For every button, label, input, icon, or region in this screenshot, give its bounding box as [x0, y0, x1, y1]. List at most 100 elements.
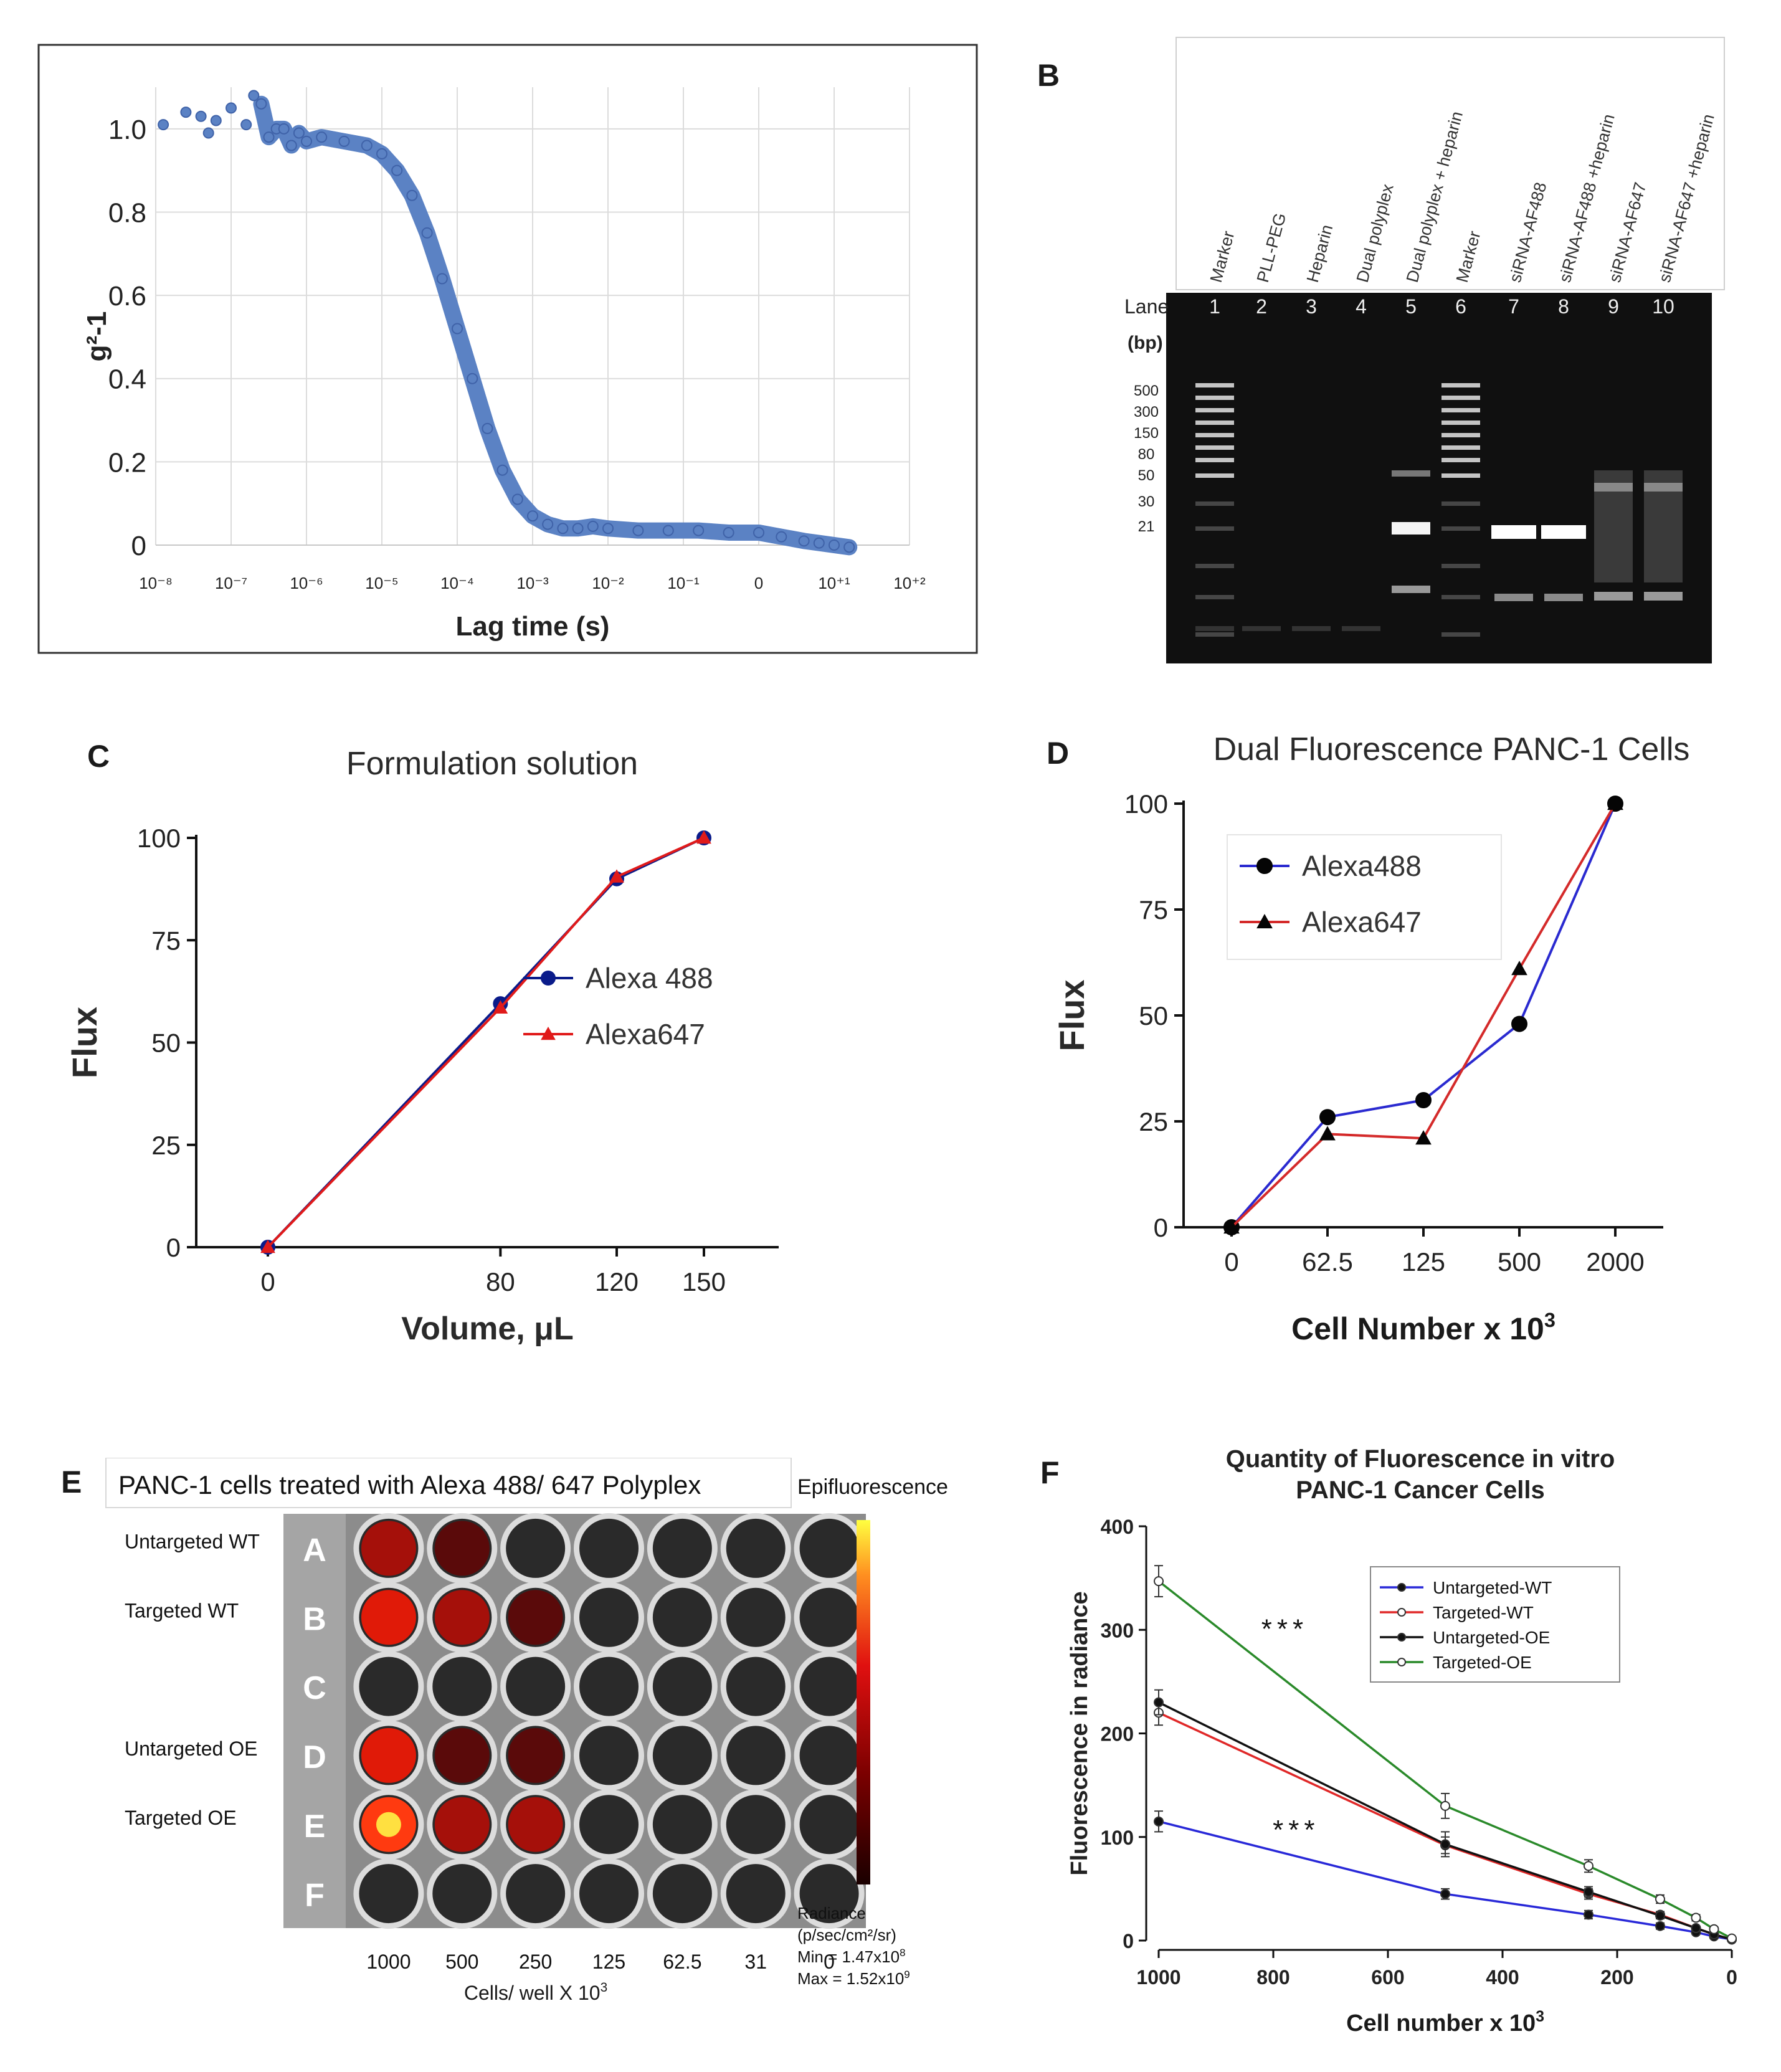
chart-a-y-tick-label: 0.6 [108, 281, 146, 311]
chart-a-frame [37, 44, 978, 654]
chart-c-legend-marker [541, 1026, 556, 1040]
gel-marker-band [1441, 433, 1480, 437]
chart-a-y-tick-label: 0.8 [108, 197, 146, 228]
plate-well-hotspot [376, 1812, 401, 1837]
chart-d-legend-marker [1256, 913, 1273, 929]
plate-column-label: 62.5 [663, 1951, 701, 1973]
plate-row-label: Untargeted WT [125, 1530, 260, 1552]
chart-f-data-point [1655, 1921, 1665, 1931]
colorbar-title: Epifluorescence [797, 1475, 948, 1499]
chart-f-title: Quantity of Fluorescence in vitro [1226, 1445, 1615, 1473]
chart-d: Dual Fluorescence PANC-1 Cells 0 25 50 75 100… [1052, 731, 1689, 1346]
chart-a-data-point [527, 510, 538, 522]
chart-f-data-point [1691, 1923, 1701, 1934]
plate-title-frame [105, 1458, 792, 1508]
gel-marker-band [1195, 564, 1234, 568]
gel-marker-band [1195, 421, 1234, 425]
panel-letter-d: D [1047, 736, 1070, 771]
gel-band-lane-5-upper [1392, 470, 1430, 477]
chart-c-legend-marker [541, 971, 556, 986]
chart-f-legend-marker [1397, 1633, 1406, 1642]
chart-a-data-point [572, 523, 584, 535]
chart-c-x-tick-label: 120 [595, 1267, 639, 1296]
gel-image: Marker PLL-PEG Heparin Dual polyplex Dual po… [1124, 37, 1725, 663]
plate-well-signal [434, 1727, 490, 1783]
chart-a-data-point [602, 523, 614, 535]
chart-d-data-point [1607, 795, 1623, 810]
chart-f-data-point [1709, 1924, 1719, 1934]
plate-title: PANC-1 cells treated with Alexa 488/ 647… [118, 1470, 701, 1499]
gel-marker-band [1441, 383, 1480, 387]
chart-f-y-tick-label: 400 [1101, 1516, 1134, 1538]
chart-f-data-point [1154, 1576, 1164, 1587]
chart-d-legend-frame [1227, 834, 1502, 960]
radiance-max: Max = 1.52x109 [797, 1969, 910, 1988]
plate-row-letter: B [303, 1601, 326, 1637]
plate-well [720, 1858, 791, 1929]
chart-a-data-point [391, 164, 403, 176]
chart-a-data-point [452, 323, 463, 335]
gel-band-sirna-main [1491, 525, 1536, 539]
plate-well [794, 1651, 865, 1722]
plate-well-signal [434, 1797, 490, 1852]
gel-marker-band [1441, 632, 1480, 637]
chart-a-data-point [829, 539, 840, 551]
plate-well [574, 1720, 644, 1791]
chart-d-data-point [1511, 1015, 1527, 1032]
gel-lane-title: Lane [1124, 295, 1169, 318]
chart-f-x-tick-label: 0 [1726, 1966, 1737, 1989]
plate-column-label: 125 [592, 1951, 625, 1973]
chart-c-y-tick-label: 100 [137, 824, 181, 853]
chart-f-data-point [1440, 1889, 1450, 1899]
chart-a-data-point [632, 525, 644, 536]
chart-a-data-point [240, 119, 252, 131]
plate-well [500, 1858, 571, 1929]
plate-well [647, 1513, 718, 1584]
plate-well [720, 1513, 791, 1584]
chart-a-data-point [467, 373, 478, 384]
chart-a-data-point [421, 227, 433, 239]
chart-a-y-tick-label: 0.4 [108, 364, 146, 395]
gel-lane-label: Marker [1453, 229, 1484, 285]
chart-f-y-tick-label: 100 [1101, 1827, 1134, 1849]
plate-column-label: 31 [744, 1951, 767, 1973]
gel-bp-marker-label: 500 [1134, 383, 1159, 399]
chart-f-y-tick-label: 300 [1101, 1619, 1134, 1642]
gel-marker-band [1195, 526, 1234, 531]
plate-column-label: 0 [824, 1951, 835, 1973]
plate-row-letter: C [303, 1670, 326, 1706]
plate-well-signal [508, 1590, 563, 1645]
plate-row-letter: E [304, 1808, 326, 1845]
gel-marker-band [1195, 408, 1234, 412]
plate-row-label: Targeted WT [125, 1599, 239, 1622]
plate-well [574, 1789, 644, 1860]
chart-a-data-point [376, 148, 387, 159]
plate-well [500, 1651, 571, 1722]
chart-d-data-point [1319, 1126, 1336, 1141]
plate-well [574, 1858, 644, 1929]
chart-c-y-tick-label: 25 [151, 1131, 181, 1160]
chart-a-data-point [753, 526, 764, 538]
gel-lane-label: Dual polyplex [1353, 182, 1397, 285]
plate-well [794, 1720, 865, 1791]
chart-f-data-point [1727, 1933, 1737, 1944]
chart-d-x-tick-label: 125 [1402, 1247, 1445, 1276]
plate-well [794, 1789, 865, 1860]
gel-bp-marker-label: 21 [1138, 518, 1155, 535]
plate-well [794, 1582, 865, 1653]
plate-column-label: 250 [519, 1951, 552, 1973]
chart-a-data-point [293, 127, 305, 139]
plate-well [720, 1720, 791, 1791]
chart-a-data-point [776, 531, 787, 543]
chart-a-data-point [210, 115, 222, 126]
chart-c-y-tick-label: 0 [166, 1233, 181, 1262]
chart-a-x-tick-label: 10⁻⁴ [440, 574, 474, 592]
chart-f-series-line [1158, 1701, 1732, 1941]
plate-well-signal [361, 1590, 416, 1645]
plate-well-signal [508, 1797, 563, 1852]
plate-well [427, 1651, 498, 1722]
chart-f-legend-label: Untargeted-WT [1433, 1578, 1552, 1597]
chart-f-legend-label: Targeted-OE [1433, 1653, 1532, 1672]
plate-well [647, 1651, 718, 1722]
chart-d-y-tick-label: 0 [1154, 1213, 1168, 1242]
